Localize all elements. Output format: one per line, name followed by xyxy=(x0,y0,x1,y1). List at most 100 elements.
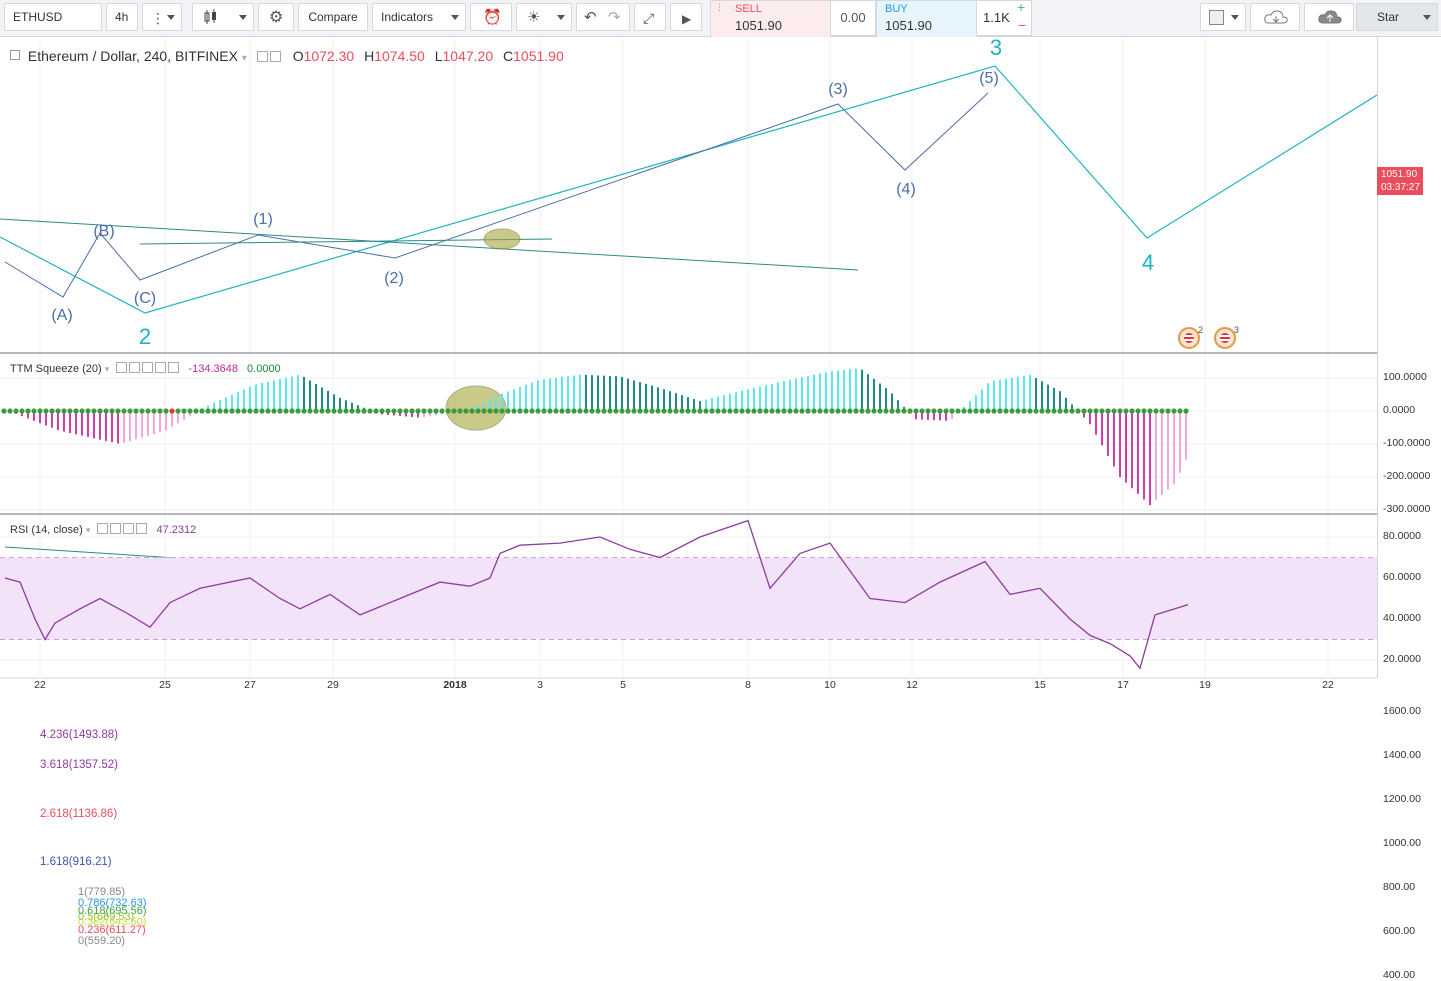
squeeze-dot xyxy=(427,408,433,414)
wave-drawings xyxy=(0,65,1377,593)
squeeze-dot xyxy=(1087,408,1093,414)
rsi-value: 47.2312 xyxy=(156,524,197,536)
chevron-down-icon[interactable]: ▾ xyxy=(241,53,247,64)
squeeze-dot xyxy=(1129,408,1135,414)
event-badge[interactable]: 3 xyxy=(1214,325,1239,349)
interval-button[interactable]: 4h xyxy=(106,3,138,31)
star-button[interactable]: Star xyxy=(1356,3,1438,31)
light-bulb-icon: ☀ xyxy=(527,9,541,26)
squeeze-dot xyxy=(265,408,271,414)
drawing-tools-button[interactable]: ☀ xyxy=(516,3,572,31)
squeeze-dot xyxy=(121,408,127,414)
source-icon[interactable] xyxy=(142,362,154,373)
layout-button[interactable] xyxy=(1200,3,1246,31)
squeeze-dot xyxy=(277,408,283,414)
wave-label: (B) xyxy=(93,223,115,240)
rsi-axis-tick: 60.0000 xyxy=(1383,571,1421,583)
undo-icon[interactable]: ↶ xyxy=(584,9,597,26)
squeeze-dot xyxy=(301,408,307,414)
squeeze-dot xyxy=(481,408,487,414)
squeeze-dot xyxy=(877,408,883,414)
chevron-down-icon xyxy=(557,15,565,20)
compare-button[interactable]: Compare xyxy=(298,3,368,31)
price-chart[interactable] xyxy=(0,37,1377,694)
fib-label: 4.236(1493.88) xyxy=(40,729,119,742)
close-icon[interactable] xyxy=(168,362,180,373)
squeeze-dot xyxy=(1027,408,1033,414)
squeeze-dot xyxy=(85,408,91,414)
spread-box: 0.00 xyxy=(830,0,876,36)
squeeze-dot xyxy=(127,408,133,414)
wave-label: (1) xyxy=(253,211,273,228)
fib-label: 2.618(1136.86) xyxy=(40,807,118,820)
plus-icon[interactable] xyxy=(155,362,167,373)
squeeze-dot xyxy=(787,408,793,414)
squeeze-dot xyxy=(715,408,721,414)
plus-icon[interactable]: + xyxy=(1017,0,1026,15)
buy-quote-box[interactable]: BUY 1051.90 xyxy=(876,0,977,37)
replay-button[interactable]: ▶ xyxy=(670,3,702,31)
load-chart-button[interactable] xyxy=(1250,3,1300,31)
squeeze-dot xyxy=(949,408,955,414)
minus-icon[interactable]: − xyxy=(1018,17,1027,33)
redo-icon[interactable]: ↷ xyxy=(608,9,621,26)
squeeze-dot xyxy=(157,408,163,414)
plus-icon[interactable] xyxy=(123,523,135,534)
price-axis[interactable] xyxy=(1377,37,1441,678)
squeeze-dot xyxy=(31,408,37,414)
squeeze-dot xyxy=(799,408,805,414)
gear-icon[interactable] xyxy=(269,51,281,62)
trendline xyxy=(0,218,859,271)
squeeze-dot xyxy=(613,408,619,414)
eye-icon[interactable] xyxy=(97,523,109,534)
squeeze-dot xyxy=(181,408,187,414)
squeeze-dot xyxy=(823,408,829,414)
wave-label: (4) xyxy=(896,181,916,198)
squeeze-dot xyxy=(193,408,199,414)
event-badge[interactable]: 2 xyxy=(1178,325,1203,349)
squeeze-dot xyxy=(1015,408,1021,414)
chevron-down-icon[interactable]: ▾ xyxy=(85,525,91,535)
squeeze-dot xyxy=(247,408,253,414)
quantity-stepper[interactable]: 1.1K + − xyxy=(976,0,1032,36)
squeeze-dot xyxy=(367,408,373,414)
settings-button[interactable]: ⚙ xyxy=(258,3,294,31)
gear-icon[interactable] xyxy=(129,362,141,373)
collapse-icon[interactable] xyxy=(10,50,20,60)
interval-dropdown[interactable]: ⋮ xyxy=(142,3,182,31)
squeeze-dot xyxy=(619,408,625,414)
save-chart-button[interactable] xyxy=(1304,3,1354,31)
squeeze-dot xyxy=(841,408,847,414)
squeeze-dot xyxy=(679,408,685,414)
eye-icon[interactable] xyxy=(116,362,128,373)
squeeze-dot xyxy=(985,408,991,414)
rsi-line xyxy=(0,519,1377,670)
alert-button[interactable]: ⏰ xyxy=(470,3,512,31)
undo-redo-group[interactable]: ↶ ↷ xyxy=(576,3,630,31)
symbol-search-input[interactable]: ETHUSD xyxy=(4,3,102,31)
chart-style-button[interactable] xyxy=(192,3,254,31)
sell-quote-box[interactable]: ⋮ SELL 1051.90 xyxy=(710,0,831,37)
wave-label: (A) xyxy=(51,307,73,324)
squeeze-dot xyxy=(889,408,895,414)
squeeze-dot xyxy=(409,408,415,414)
squeeze-dot xyxy=(109,408,115,414)
cloud-download-icon xyxy=(1264,10,1288,24)
close-icon[interactable] xyxy=(136,523,148,534)
fullscreen-button[interactable]: ⤢ xyxy=(634,3,666,31)
squeeze-dot xyxy=(241,408,247,414)
squeeze-dot xyxy=(997,408,1003,414)
chevron-down-icon[interactable]: ▾ xyxy=(104,364,110,374)
gear-icon[interactable] xyxy=(110,523,122,534)
squeeze-dot xyxy=(907,408,913,414)
squeeze-dot xyxy=(769,408,775,414)
indicators-button[interactable]: Indicators xyxy=(372,3,466,31)
squeeze-dot xyxy=(655,408,661,414)
squeeze-dot xyxy=(1021,408,1027,414)
candles-icon xyxy=(204,9,216,24)
eye-icon[interactable] xyxy=(256,51,268,62)
squeeze-dot xyxy=(199,408,205,414)
squeeze-dot xyxy=(1183,408,1189,414)
squeeze-dot xyxy=(943,408,949,414)
squeeze-dot xyxy=(469,408,475,414)
